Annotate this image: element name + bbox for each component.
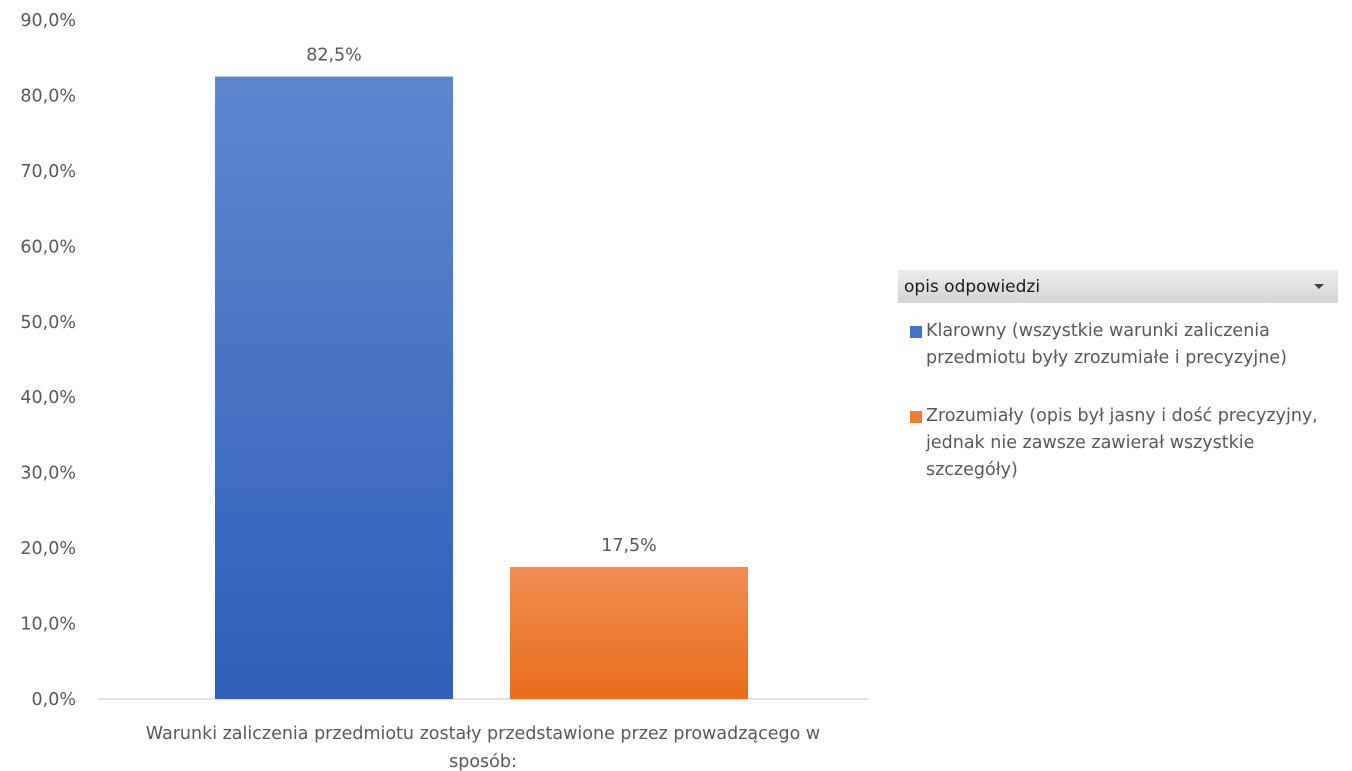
bar-0[interactable] <box>215 76 453 700</box>
legend-list: Klarowny (wszystkie warunki zaliczenia p… <box>898 318 1338 484</box>
legend-item-label: Zrozumiały (opis był jasny i dość precyz… <box>926 406 1318 480</box>
legend-swatch-orange <box>910 411 922 423</box>
y-tick-label: 40,0% <box>20 388 76 408</box>
legend: opis odpowiedzi Klarowny (wszystkie waru… <box>898 270 1338 515</box>
y-tick-label: 70,0% <box>20 162 76 182</box>
legend-title: opis odpowiedzi <box>904 276 1041 297</box>
y-tick-label: 30,0% <box>20 464 76 484</box>
y-tick-label: 80,0% <box>20 86 76 106</box>
y-axis-ticks: 0,0% 10,0% 20,0% 30,0% 40,0% 50,0% 60,0% 70,0% 8… <box>20 11 76 710</box>
y-tick-label: 10,0% <box>20 615 76 635</box>
legend-filter-dropdown[interactable]: opis odpowiedzi <box>898 270 1338 303</box>
y-tick-label: 60,0% <box>20 237 76 257</box>
category-label: Warunki zaliczenia przedmiotu zostały pr… <box>146 724 820 744</box>
y-tick-label: 0,0% <box>32 690 76 710</box>
legend-item-klarowny[interactable]: Klarowny (wszystkie warunki zaliczenia p… <box>910 318 1338 372</box>
category-label-continued: sposób: <box>449 752 517 771</box>
legend-item-label: Klarowny (wszystkie warunki zaliczenia p… <box>926 321 1287 368</box>
y-tick-label: 90,0% <box>20 11 76 31</box>
bar-1[interactable] <box>510 566 748 699</box>
data-label-0: 82,5% <box>306 46 362 66</box>
chevron-down-icon[interactable] <box>1314 284 1324 289</box>
y-tick-label: 20,0% <box>20 539 76 559</box>
data-label-1: 17,5% <box>601 536 657 556</box>
legend-swatch-blue <box>910 326 922 338</box>
legend-item-zrozumialy[interactable]: Zrozumiały (opis był jasny i dość precyz… <box>910 403 1338 484</box>
data-labels: 82,5% 17,5% <box>306 46 657 556</box>
y-tick-label: 50,0% <box>20 313 76 333</box>
bars <box>215 76 748 700</box>
